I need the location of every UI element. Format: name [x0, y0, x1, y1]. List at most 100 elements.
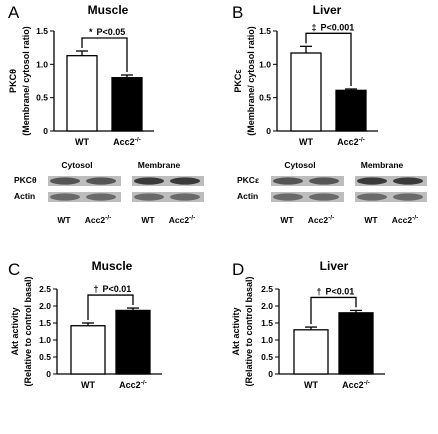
pB-blot-band-0-1: [309, 177, 339, 185]
pA-y-tick-label: 1.5: [36, 26, 48, 36]
pB-y-axis-sublabel: (Membrane/ cytosol ratio): [246, 26, 256, 136]
pB-blot-strip-membrane-1: [355, 192, 427, 202]
pB-panel-letter: B: [232, 3, 243, 22]
pC-y-axis-sublabel: (Relative to control basal): [23, 276, 33, 386]
pD-y-axis-sublabel: (Relative to control basal): [244, 276, 254, 386]
pD-bar-0: [293, 329, 329, 375]
pB-y-tick-label: 1.5: [259, 26, 271, 36]
pA-blot-lane-label-0: WT: [57, 215, 71, 225]
pC-y-tick-label: 1.0: [39, 335, 51, 345]
pB-blot-lane-label-3: Acc2-/-: [392, 215, 418, 226]
pA-blot-strip-membrane-1: [132, 192, 204, 202]
pA-blot-band-1-3: [170, 193, 200, 201]
pD-significance-bracket: [310, 296, 357, 325]
pC-bar-1: [115, 309, 151, 375]
pD-y-tick-label: 2.0: [261, 301, 273, 311]
pB-blot-row-label-1: Actin: [237, 191, 258, 201]
pB-blot-row-label-0: PKCε: [237, 175, 259, 185]
pA-blot-lane-label-1: Acc2-/-: [85, 215, 111, 226]
pA-blot-lane-label-2: WT: [141, 215, 155, 225]
pB-blot-strip-cytosol-1: [271, 192, 344, 202]
pB-significance-symbol: ‡: [311, 22, 316, 32]
pC-significance-symbol: †: [93, 284, 98, 294]
pB-blot-band-0-3: [393, 177, 423, 185]
pA-blot-row-label-0: PKCθ: [14, 175, 37, 185]
pA-y-axis-label: PKCθ: [8, 69, 18, 93]
pD-y-axis-label: Akt activity: [231, 307, 241, 355]
pB-blot-strip-cytosol-0: [271, 176, 344, 186]
pD-chart-title: Liver: [320, 259, 349, 273]
pD-category-label-1: Acc2-/-: [342, 380, 370, 391]
pA-blot-band-1-2: [134, 193, 164, 201]
pB-category-label-0: WT: [299, 137, 313, 147]
pA-blot-band-0-0: [50, 177, 80, 185]
pA-p-value-label: P<0.05: [97, 27, 126, 37]
pB-chart-title: Liver: [313, 3, 342, 17]
pB-significance-bracket: [305, 32, 352, 86]
pB-blot-lane-label-1: Acc2-/-: [308, 215, 334, 226]
pD-bar-1: [338, 312, 374, 375]
pB-category-label-1: Acc2-/-: [337, 137, 365, 148]
pA-blot-band-1-1: [86, 193, 116, 201]
pC-category-label-1: Acc2-/-: [119, 380, 147, 391]
pD-panel-letter: D: [232, 260, 244, 279]
pA-blot-row-label-1: Actin: [14, 191, 35, 201]
pD-y-tick-label: 1.0: [261, 335, 273, 345]
pB-blot-band-0-0: [273, 177, 303, 185]
pA-panel-letter: A: [8, 3, 20, 22]
pB-bar-0: [290, 52, 322, 132]
pB-blot-band-0-2: [357, 177, 387, 185]
pB-blot-band-1-1: [309, 193, 339, 201]
pC-bar-0: [70, 325, 106, 375]
pA-category-label-1: Acc2-/-: [113, 137, 141, 148]
pC-category-label-0: WT: [81, 380, 95, 390]
pB-blot-lane-label-2: WT: [364, 215, 378, 225]
pA-blot-lane-label-3: Acc2-/-: [169, 215, 195, 226]
pD-p-value-label: P<0.01: [326, 286, 355, 296]
pB-bar-1: [335, 89, 367, 132]
pB-blot-strip-membrane-0: [355, 176, 427, 186]
pA-blot-band-0-2: [134, 177, 164, 185]
pC-chart-title: Muscle: [92, 259, 133, 273]
pC-y-tick-label: 0: [46, 369, 51, 379]
pB-blot-group-0: Cytosol: [284, 160, 315, 170]
pB-blot-band-1-3: [393, 193, 423, 201]
pC-y-axis-label: Akt activity: [10, 307, 20, 355]
pC-y-tick-label: 2.5: [39, 284, 51, 294]
pA-blot-group-0: Cytosol: [61, 160, 92, 170]
pD-significance-symbol: †: [316, 286, 321, 296]
pA-category-label-0: WT: [75, 137, 89, 147]
pD-y-tick-label: 0: [268, 369, 273, 379]
pC-y-tick-label: 1.5: [39, 318, 51, 328]
pC-panel-letter: C: [8, 260, 20, 279]
pB-blot-group-1: Membrane: [361, 160, 404, 170]
pA-chart-title: Muscle: [88, 3, 129, 17]
pA-blot-strip-cytosol-0: [48, 176, 121, 186]
pA-bar-1: [111, 77, 143, 132]
pA-blot-strip-cytosol-1: [48, 192, 121, 202]
pA-y-axis-sublabel: (Membrane/ cytosol ratio): [21, 26, 31, 136]
pD-y-tick-label: 2.5: [261, 284, 273, 294]
pA-blot-band-1-0: [50, 193, 80, 201]
pA-blot-group-1: Membrane: [138, 160, 181, 170]
pA-significance-bracket: [81, 37, 128, 72]
pA-blot-band-0-3: [170, 177, 200, 185]
pB-y-tick-label: 0.5: [259, 93, 271, 103]
pB-y-axis-label: PKCε: [233, 69, 243, 93]
pC-y-tick-label: 0.5: [39, 352, 51, 362]
pB-blot-band-1-2: [357, 193, 387, 201]
pD-y-tick-label: 1.5: [261, 318, 273, 328]
pC-y-tick-label: 2.0: [39, 301, 51, 311]
pA-bar-0: [66, 55, 98, 132]
pD-y-tick-label: 0.5: [261, 352, 273, 362]
pA-y-tick-label: 0.5: [36, 93, 48, 103]
pA-blot-band-0-1: [86, 177, 116, 185]
pA-significance-symbol: *: [89, 27, 93, 37]
pB-blot-lane-label-0: WT: [280, 215, 294, 225]
pB-p-value-label: P<0.001: [321, 22, 355, 32]
pB-blot-band-1-0: [273, 193, 303, 201]
pA-blot-strip-membrane-0: [132, 176, 204, 186]
pA-y-tick-label: 0: [43, 126, 48, 136]
pA-y-tick-label: 1.0: [36, 59, 48, 69]
